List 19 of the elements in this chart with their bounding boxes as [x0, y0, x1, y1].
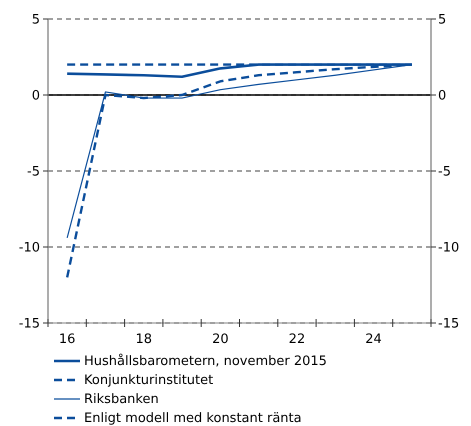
y-tick-label: -5: [27, 164, 40, 180]
y2-tick-label: -15: [438, 316, 460, 332]
x-tick-label: 24: [365, 332, 382, 347]
legend-label: Enligt modell med konstant ränta: [84, 411, 302, 426]
y-tick-label: -10: [18, 240, 40, 256]
y2-tick-label: -10: [438, 240, 460, 256]
x-tick-label: 16: [58, 332, 76, 347]
legend-label: Hushållsbarometern, november 2015: [84, 353, 327, 369]
y2-tick-label: 5: [438, 12, 446, 28]
legend-label: Konjunkturinstitutet: [84, 373, 214, 388]
y-tick-label: 5: [32, 12, 40, 28]
y-tick-label: 0: [32, 88, 40, 104]
y-tick-label: -15: [18, 316, 40, 332]
x-tick-label: 20: [212, 332, 229, 347]
y2-tick-label: -5: [438, 164, 451, 180]
x-tick-label: 18: [135, 332, 152, 347]
legend-label: Riksbanken: [84, 392, 159, 407]
x-tick-label: 22: [288, 332, 306, 347]
y2-tick-label: 0: [438, 88, 446, 104]
